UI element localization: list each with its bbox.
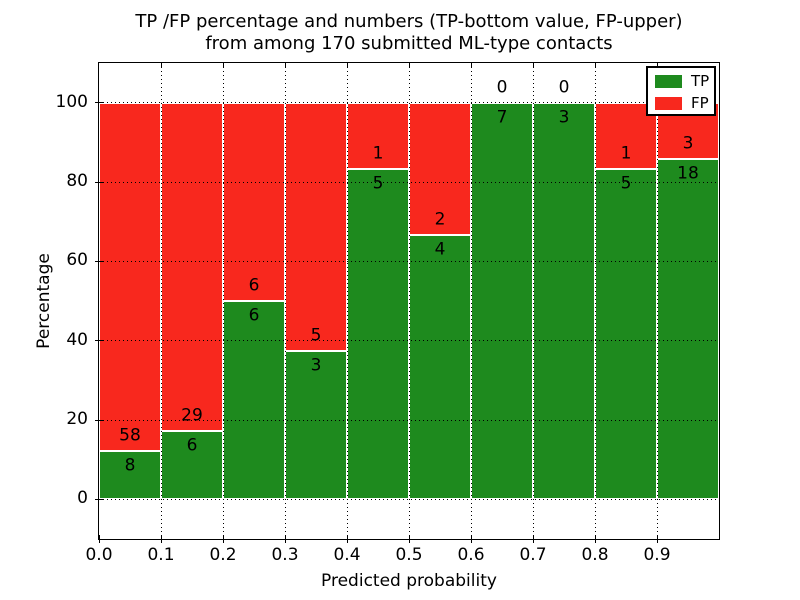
x-gridline: [408, 63, 410, 539]
x-tick-label: 0.7: [519, 545, 547, 565]
tp-count-label: 18: [677, 163, 699, 184]
bar-fp-segment: [99, 102, 161, 452]
fp-count-label: 0: [558, 77, 570, 98]
y-tick-label: 20: [66, 409, 88, 429]
x-tick-mark: [98, 535, 100, 543]
chart-title-line2: from among 170 submitted ML-type contact…: [205, 33, 613, 54]
x-tick-label: 0.3: [271, 545, 299, 565]
x-gridline: [222, 63, 224, 539]
x-tick-mark: [284, 535, 286, 543]
legend: TP FP: [646, 66, 716, 116]
x-gridline: [594, 63, 596, 539]
bar-tp-segment: [285, 350, 347, 500]
legend-row-tp: TP: [655, 70, 714, 92]
x-gridline: [346, 63, 348, 539]
y-tick-label: 60: [66, 250, 88, 271]
fp-count-label: 58: [119, 425, 141, 446]
x-tick-mark-top: [408, 63, 410, 67]
bar-tp-segment: [99, 451, 161, 500]
fp-count-label: 29: [181, 405, 203, 426]
x-gridline: [160, 63, 162, 539]
x-tick-mark: [656, 535, 658, 543]
tp-count-label: 4: [434, 239, 446, 260]
bar-tp-segment: [657, 159, 719, 500]
y-tick-label: 80: [66, 171, 88, 191]
x-tick-mark-top: [346, 63, 348, 67]
x-tick-label: 0.9: [643, 545, 671, 565]
x-tick-mark-top: [532, 63, 534, 67]
x-gridline: [532, 63, 534, 539]
x-tick-mark-top: [594, 63, 596, 67]
y-tick-label: 0: [77, 488, 88, 509]
tp-count-label: 5: [620, 173, 632, 194]
bar-fp-segment: [347, 102, 409, 169]
x-tick-label: 0.8: [581, 545, 609, 565]
fp-count-label: 3: [682, 133, 694, 154]
grid-layer: [99, 63, 719, 539]
bar-fp-segment: [285, 102, 347, 351]
y-tick-mark: [95, 498, 103, 500]
x-axis-label: Predicted probability: [321, 571, 497, 591]
chart-title-line1: TP /FP percentage and numbers (TP-bottom…: [135, 11, 683, 32]
x-tick-label: 0.5: [395, 545, 423, 565]
x-gridline: [284, 63, 286, 539]
y-tick-label: 100: [55, 91, 88, 112]
x-tick-mark: [346, 535, 348, 543]
x-tick-label: 0.4: [333, 545, 361, 565]
tp-count-label: 5: [372, 173, 384, 194]
bar-tp-segment: [533, 102, 595, 500]
x-tick-mark: [160, 535, 162, 543]
x-gridline: [470, 63, 472, 539]
bar-count-labels-layer: 58 8 29 6 6 6 5 3 1 5 2 4 0 7 0 3 1 5 3 18: [99, 63, 719, 539]
tp-count-label: 3: [558, 107, 570, 128]
x-tick-label: 0.1: [147, 545, 175, 565]
x-tick-mark: [408, 535, 410, 543]
y-tick-label: 40: [66, 329, 88, 350]
y-axis-label: Percentage: [34, 253, 54, 349]
bar-tp-segment: [223, 301, 285, 500]
tp-count-label: 6: [186, 435, 198, 456]
x-tick-mark-top: [470, 63, 472, 67]
x-tick-mark-top: [656, 63, 658, 67]
x-tick-label: 0.0: [85, 545, 113, 565]
x-tick-mark: [470, 535, 472, 543]
fp-count-label: 1: [620, 143, 632, 164]
legend-label-tp: TP: [691, 71, 710, 90]
x-tick-mark-top: [160, 63, 162, 67]
fp-count-label: 5: [310, 325, 322, 346]
tp-count-label: 6: [248, 305, 260, 326]
tp-count-label: 7: [496, 107, 508, 128]
y-tick-mark: [95, 340, 103, 342]
bar-tp-segment: [471, 102, 533, 500]
legend-swatch-fp: [655, 96, 682, 110]
y-tick-mark: [95, 419, 103, 421]
y-tick-mark: [95, 181, 103, 183]
bar-fp-segment: [223, 102, 285, 301]
x-tick-mark: [532, 535, 534, 543]
tp-count-label: 8: [124, 455, 136, 476]
y-tick-mark: [95, 260, 103, 262]
fp-count-label: 1: [372, 143, 384, 164]
fp-count-label: 6: [248, 275, 260, 296]
tick-marks-layer: [95, 63, 719, 543]
y-tick-mark: [95, 102, 103, 104]
x-tick-label: 0.6: [457, 545, 485, 565]
fp-count-label: 0: [496, 77, 508, 98]
legend-swatch-tp: [655, 74, 682, 88]
plot-area: 58 8 29 6 6 6 5 3 1 5 2 4 0 7 0 3 1 5 3 18: [95, 62, 720, 543]
x-gridline: [656, 63, 658, 539]
x-tick-label: 0.2: [209, 545, 237, 565]
bars-layer: [99, 63, 719, 539]
tp-count-label: 3: [310, 355, 322, 376]
x-tick-mark: [222, 535, 224, 543]
legend-label-fp: FP: [691, 93, 709, 112]
bar-fp-segment: [409, 102, 471, 235]
bar-tp-segment: [347, 168, 409, 500]
legend-row-fp: FP: [655, 92, 714, 114]
fp-count-label: 2: [434, 209, 446, 230]
x-tick-mark-top: [222, 63, 224, 67]
x-tick-mark: [594, 535, 596, 543]
x-tick-mark-top: [284, 63, 286, 67]
